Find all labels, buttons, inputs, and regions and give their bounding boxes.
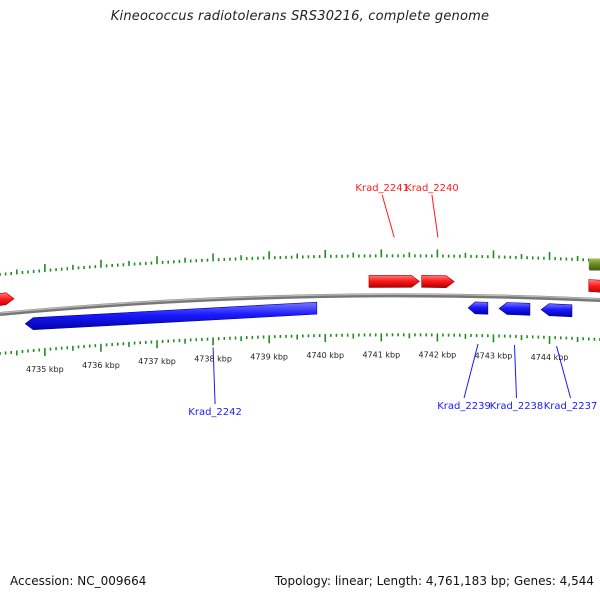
scale-label: 4735 kbp — [26, 365, 64, 374]
gene-label[interactable]: Krad_2239 — [437, 401, 491, 412]
gene-unnamed[interactable] — [0, 292, 15, 307]
gene-labels: Krad_2241Krad_2240Krad_2242Krad_2239Krad… — [188, 183, 597, 418]
gene-krad-2237[interactable] — [540, 303, 573, 318]
gene-label[interactable]: Krad_2241 — [355, 183, 409, 194]
gene-label[interactable]: Krad_2238 — [490, 401, 544, 412]
scale-label: 4740 kbp — [306, 351, 344, 360]
gene-label-leader — [513, 344, 517, 399]
misc-feature[interactable] — [588, 258, 600, 271]
genome-backbone — [0, 293, 600, 316]
gene-label-leader — [556, 346, 572, 399]
gene-label[interactable]: Krad_2240 — [405, 183, 459, 194]
scale-label: 4736 kbp — [82, 361, 120, 370]
forward-tick-row — [0, 249, 600, 276]
scale-label: 4741 kbp — [362, 350, 400, 359]
other-features — [588, 258, 600, 271]
genome-title: Kineococcus radiotolerans SRS30216, comp… — [110, 9, 490, 24]
gene-label-leader — [212, 347, 216, 405]
gene-label-leader — [381, 194, 395, 238]
accession-label: Accession: NC_009664 — [10, 574, 147, 588]
gene-krad-2241[interactable] — [368, 275, 420, 288]
reverse-tick-row — [0, 333, 600, 357]
scale-label: 4743 kbp — [475, 351, 513, 360]
gene-label[interactable]: Krad_2237 — [544, 401, 598, 412]
gene-label-leader — [431, 194, 439, 238]
gene-features — [0, 275, 600, 331]
genome-backbone-highlight — [0, 293, 600, 314]
scale-label: 4744 kbp — [531, 353, 569, 362]
gene-unnamed[interactable] — [588, 279, 600, 293]
gene-label[interactable]: Krad_2242 — [188, 407, 242, 418]
scale-label: 4737 kbp — [138, 357, 176, 366]
scale-label: 4742 kbp — [419, 350, 457, 359]
scale-label: 4739 kbp — [250, 352, 288, 361]
gene-label-leader — [463, 343, 479, 399]
gene-krad-2238[interactable] — [498, 302, 531, 316]
gene-krad-2242[interactable] — [24, 301, 318, 331]
gene-krad-2239[interactable] — [467, 301, 489, 315]
genome-summary: Topology: linear; Length: 4,761,183 bp; … — [274, 574, 594, 588]
scale-labels: 4735 kbp 4736 kbp 4737 kbp 4738 kbp 4739 kbp… — [26, 350, 568, 374]
gene-krad-2240[interactable] — [421, 275, 455, 288]
